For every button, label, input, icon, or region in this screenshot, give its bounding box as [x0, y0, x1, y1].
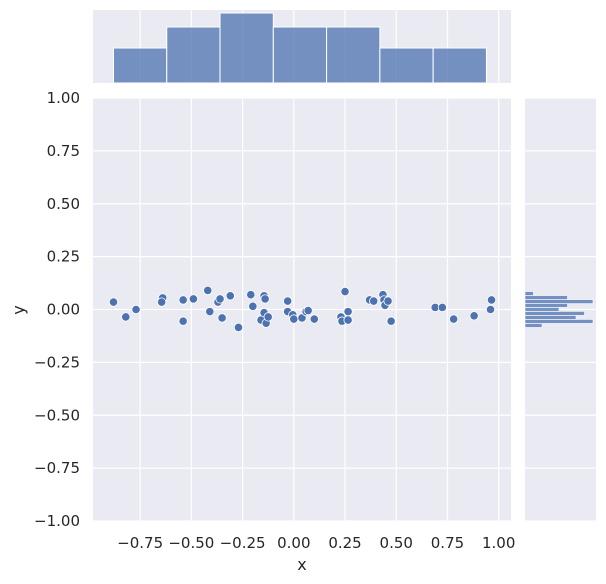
scatter-point — [260, 294, 270, 304]
scatter-point — [248, 301, 258, 311]
y-tick-label: −1.00 — [34, 512, 80, 530]
x-hist-bar — [272, 26, 328, 84]
scatter-point — [263, 312, 273, 322]
x-tick-label: −0.50 — [168, 534, 214, 552]
y-tick-label: −0.75 — [34, 459, 80, 477]
scatter-point — [386, 316, 396, 326]
y-hist-bar — [524, 295, 568, 300]
scatter-point — [485, 304, 496, 315]
x-tick-label: −0.75 — [117, 534, 163, 552]
y-tick-label: 0.00 — [47, 301, 80, 319]
scatter-point — [233, 322, 244, 333]
x-tick-label: 0.00 — [277, 534, 310, 552]
y-hist-bar — [524, 315, 577, 320]
scatter-point — [108, 297, 119, 307]
x-tick-label: −0.25 — [220, 534, 266, 552]
scatter-point — [303, 305, 313, 316]
scatter-point — [188, 294, 199, 304]
x-hist-bar — [166, 26, 221, 84]
x-tick-label: 1.00 — [482, 534, 515, 552]
top-histogram — [112, 12, 487, 84]
x-hist-bar — [219, 12, 274, 84]
y-tick-label: 0.25 — [47, 248, 80, 266]
y-tick-labels: 1.00 0.75 0.50 0.25 0.00 −0.25 −0.50 −0.75 −1.00 — [34, 89, 80, 530]
scatter-point — [283, 296, 293, 306]
x-axis-label: x — [297, 555, 306, 574]
y-hist-bar — [524, 291, 534, 296]
x-tick-label: 0.75 — [431, 534, 464, 552]
x-tick-label: 0.25 — [328, 534, 361, 552]
scatter-point — [343, 315, 353, 325]
scatter-point — [205, 307, 215, 317]
scatter-point — [340, 286, 350, 297]
scatter-point — [178, 295, 188, 305]
y-hist-bar — [524, 311, 585, 316]
x-hist-bar — [112, 47, 168, 84]
scatter-point — [469, 311, 479, 321]
y-tick-label: 0.75 — [47, 142, 80, 160]
scatter-point — [289, 314, 299, 324]
scatter-point — [121, 312, 131, 322]
y-hist-bar — [524, 307, 560, 312]
scatter-point — [297, 313, 307, 323]
y-tick-label: 1.00 — [47, 89, 80, 107]
y-tick-label: 0.50 — [47, 195, 80, 213]
y-axis-label: y — [9, 305, 28, 314]
scatter-point — [178, 316, 188, 326]
scatter-point — [225, 291, 235, 301]
scatter-point — [217, 313, 227, 323]
right-histogram — [524, 291, 594, 328]
scatter-point — [369, 296, 379, 306]
x-tick-labels: −0.75 −0.50 −0.25 0.00 0.25 0.50 0.75 1.00 — [117, 534, 515, 552]
scatter-point — [131, 304, 141, 315]
scatter-point — [383, 296, 393, 306]
y-hist-bar — [524, 323, 543, 328]
scatter-point — [343, 307, 353, 317]
x-hist-bar — [379, 47, 434, 84]
scatter-point — [449, 314, 459, 324]
scatter-point — [215, 294, 225, 304]
scatter-point — [437, 302, 447, 312]
y-tick-label: −0.25 — [34, 353, 80, 371]
scatter-point — [246, 290, 256, 300]
x-hist-bar — [432, 47, 487, 84]
scatter-points — [108, 285, 497, 333]
y-tick-label: −0.50 — [34, 406, 80, 424]
scatter-point — [486, 295, 497, 305]
x-tick-label: 0.50 — [380, 534, 413, 552]
scatter-point — [157, 297, 167, 307]
y-hist-bar — [524, 319, 594, 324]
y-hist-bar — [524, 299, 594, 304]
y-hist-bar — [524, 303, 568, 308]
scatter-point — [309, 314, 319, 324]
x-hist-bar — [326, 26, 381, 84]
scatter-point — [203, 285, 213, 296]
